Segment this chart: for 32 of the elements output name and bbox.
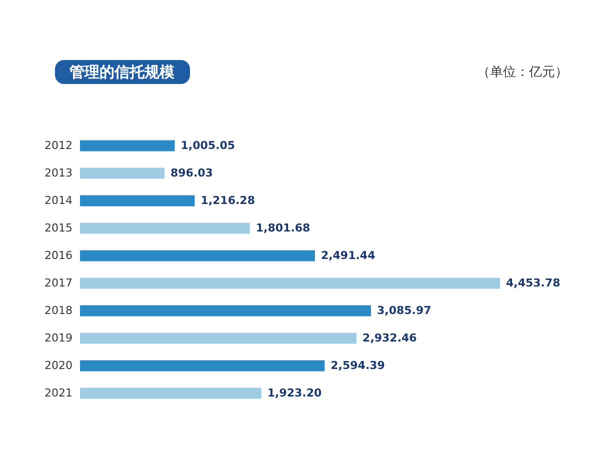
- y-tick-label: 2020: [44, 358, 72, 372]
- data-label: 1,923.20: [267, 386, 322, 400]
- y-tick-label: 2016: [44, 248, 72, 262]
- bar: [80, 250, 315, 262]
- data-label: 1,216.28: [200, 194, 255, 207]
- y-tick-label: 2019: [44, 331, 72, 344]
- data-label: 1,801.68: [256, 221, 310, 234]
- y-tick-label: 2013: [44, 166, 72, 180]
- bar: [80, 168, 164, 179]
- bar: [80, 388, 262, 399]
- chart-title: 管理的信托规模: [68, 63, 176, 81]
- chart-subtitle: （单位：亿元）: [477, 65, 568, 80]
- y-tick-label: 2015: [44, 221, 72, 234]
- bar: [80, 195, 195, 206]
- data-label: 3,085.97: [377, 304, 432, 317]
- data-label: 2,491.44: [320, 248, 376, 262]
- bar: [80, 332, 357, 344]
- bar: [80, 140, 175, 152]
- y-tick-label: 2014: [44, 194, 72, 207]
- y-tick-label: 2012: [44, 138, 72, 152]
- data-label: 2,594.39: [330, 358, 385, 372]
- bar: [80, 222, 250, 234]
- data-label: 2,932.46: [362, 331, 418, 344]
- y-tick-label: 2021: [44, 386, 72, 400]
- data-label: 1,005.05: [180, 138, 236, 152]
- y-tick-label: 2017: [44, 276, 72, 290]
- bar: [80, 305, 372, 316]
- bar: [80, 360, 325, 372]
- y-tick-label: 2018: [44, 304, 72, 317]
- data-label: 4,453.78: [506, 276, 560, 290]
- data-label: 896.03: [170, 166, 213, 180]
- bar: [80, 278, 500, 289]
